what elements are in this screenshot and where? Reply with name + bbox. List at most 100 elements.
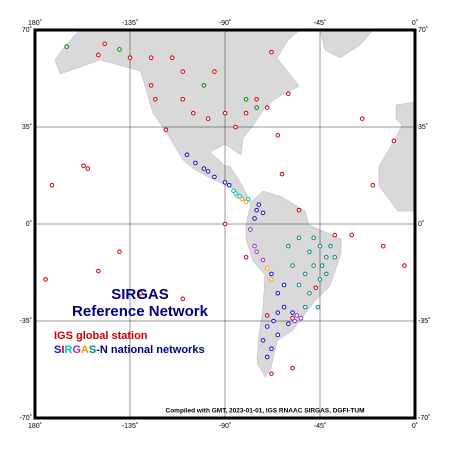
station [269, 371, 274, 376]
station [311, 263, 316, 268]
station [233, 191, 238, 196]
station [391, 138, 397, 144]
station [302, 271, 308, 277]
station [96, 52, 101, 58]
station [298, 315, 304, 321]
station [260, 338, 266, 343]
station [349, 232, 354, 238]
africa-europe [378, 101, 416, 212]
station [324, 254, 329, 260]
station [85, 166, 91, 171]
station [275, 332, 281, 338]
station [237, 193, 243, 199]
station [205, 169, 211, 174]
station [169, 55, 175, 61]
station [117, 249, 122, 255]
station [279, 171, 285, 177]
north-america [54, 29, 301, 203]
station [275, 133, 281, 138]
station [264, 324, 270, 329]
station [319, 263, 325, 268]
station [264, 313, 270, 318]
station [260, 210, 266, 216]
station [138, 290, 143, 296]
station [117, 47, 122, 52]
lon-label: 180˚ [28, 422, 42, 430]
lon-label: -135˚ [122, 422, 138, 430]
station [148, 83, 154, 88]
station [313, 285, 319, 291]
lat-label: -35˚ [20, 317, 32, 325]
station [248, 227, 253, 232]
station [290, 365, 295, 371]
station [153, 96, 158, 102]
lat-label: 35˚ [22, 123, 32, 131]
station [254, 96, 259, 102]
station [269, 49, 274, 55]
station [180, 69, 186, 74]
station [148, 55, 154, 61]
lat-label: 70˚ [418, 26, 428, 34]
lon-label: 0˚ [412, 19, 418, 27]
station [180, 296, 186, 302]
station [254, 207, 259, 213]
station [212, 69, 217, 74]
station [226, 182, 232, 188]
station [402, 263, 407, 268]
station [264, 105, 270, 110]
station [324, 271, 329, 277]
station [191, 110, 196, 116]
station [102, 41, 107, 47]
station [269, 271, 274, 277]
station [254, 105, 259, 110]
station [311, 235, 316, 241]
legend-igs: IGS global station [54, 330, 148, 342]
station [302, 304, 308, 310]
station [49, 182, 55, 188]
station [317, 243, 323, 249]
lat-label: 0˚ [418, 220, 424, 228]
station [296, 207, 302, 213]
station [315, 304, 321, 310]
lat-label: -70˚ [20, 414, 32, 422]
station [222, 180, 228, 185]
station [96, 268, 101, 274]
title: Reference Network [72, 303, 209, 320]
station [222, 221, 228, 227]
station [296, 235, 302, 241]
station [243, 254, 249, 260]
lon-label: 180˚ [28, 19, 42, 27]
station [269, 277, 274, 282]
station [292, 318, 297, 324]
station [201, 83, 207, 88]
station [281, 304, 287, 310]
lon-label: -135˚ [122, 19, 138, 27]
station [286, 243, 291, 249]
station [163, 127, 169, 133]
station [332, 254, 338, 260]
station [260, 257, 266, 263]
station [359, 116, 365, 121]
legend-network: SIRGAS-N national networks [54, 344, 205, 356]
lon-label: 0˚ [412, 422, 418, 430]
station [264, 354, 270, 360]
lat-label: -70˚ [418, 414, 430, 422]
station [264, 266, 270, 271]
station [233, 124, 238, 130]
lon-label: -45˚ [314, 422, 326, 430]
station [201, 166, 207, 171]
station [256, 202, 262, 207]
station [81, 163, 86, 169]
station [269, 346, 274, 352]
station [296, 282, 302, 288]
south-america [245, 190, 342, 378]
lat-label: 0˚ [26, 220, 32, 228]
station [212, 174, 217, 180]
stations [43, 41, 407, 376]
station [307, 290, 312, 296]
station [193, 160, 198, 166]
frame [33, 28, 417, 420]
station [254, 249, 259, 255]
title: SIRGAS [111, 286, 169, 303]
